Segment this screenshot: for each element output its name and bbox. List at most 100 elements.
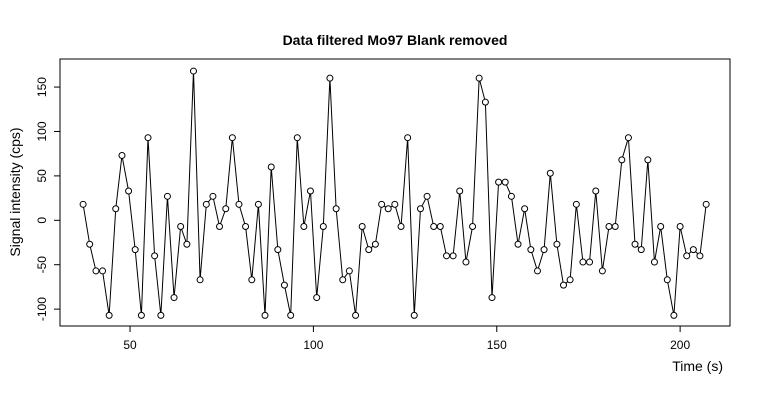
data-point — [280, 281, 288, 289]
data-point — [216, 223, 224, 231]
data-point — [397, 223, 405, 231]
data-point — [125, 187, 133, 195]
data-point — [637, 246, 645, 254]
data-point — [118, 151, 126, 159]
data-point — [644, 156, 652, 164]
data-point — [586, 258, 594, 266]
data-point — [79, 200, 87, 208]
data-point — [618, 156, 626, 164]
data-point — [157, 311, 165, 319]
data-point — [540, 246, 548, 254]
data-point — [151, 252, 159, 260]
data-point — [86, 240, 94, 248]
data-point — [112, 205, 120, 213]
data-point — [326, 74, 334, 82]
data-point — [430, 223, 438, 231]
data-point — [592, 187, 600, 195]
data-point — [358, 223, 366, 231]
data-point — [560, 281, 568, 289]
data-point — [242, 223, 250, 231]
x-tick-label: 150 — [487, 338, 507, 352]
data-point — [579, 258, 587, 266]
data-point — [228, 134, 236, 142]
data-point — [410, 311, 418, 319]
data-point — [683, 252, 691, 260]
y-tick-label: 0 — [35, 217, 49, 224]
data-point — [631, 240, 639, 248]
data-point — [371, 240, 379, 248]
data-point — [436, 223, 444, 231]
data-point — [319, 223, 327, 231]
chart-title: Data filtered Mo97 Blank removed — [283, 32, 508, 48]
data-point — [274, 246, 282, 254]
data-point — [248, 276, 256, 284]
data-point — [533, 267, 541, 275]
data-point — [105, 311, 113, 319]
data-point — [423, 192, 431, 200]
data-point — [670, 311, 678, 319]
data-point — [462, 258, 470, 266]
x-axis-label: Time (s) — [672, 358, 723, 374]
data-point — [293, 134, 301, 142]
y-tick-label: 50 — [35, 169, 49, 183]
data-point — [183, 240, 191, 248]
data-point — [572, 200, 580, 208]
data-point — [475, 74, 483, 82]
data-point — [469, 223, 477, 231]
y-axis-label: Signal intensity (cps) — [7, 127, 23, 256]
data-point — [514, 240, 522, 248]
x-tick-label: 100 — [303, 338, 323, 352]
data-point — [313, 294, 321, 302]
data-point — [624, 134, 632, 142]
data-point — [546, 169, 554, 177]
y-tick-label: -100 — [35, 297, 49, 321]
data-point — [300, 223, 308, 231]
data-point — [202, 200, 210, 208]
data-point — [170, 294, 178, 302]
data-point — [137, 311, 145, 319]
data-point — [306, 187, 314, 195]
data-point — [235, 200, 243, 208]
data-point — [650, 258, 658, 266]
data-point — [267, 163, 275, 171]
data-point — [404, 134, 412, 142]
data-point — [209, 192, 217, 200]
data-point — [488, 294, 496, 302]
data-point — [365, 246, 373, 254]
data-point — [254, 200, 262, 208]
data-point — [702, 200, 710, 208]
data-point — [131, 246, 139, 254]
data-point — [696, 252, 704, 260]
data-point — [553, 240, 561, 248]
data-point — [443, 252, 451, 260]
data-point — [657, 223, 665, 231]
data-point — [222, 205, 230, 213]
y-tick-label: 150 — [35, 77, 49, 97]
y-tick-label: 100 — [35, 121, 49, 141]
data-point — [501, 178, 509, 186]
data-point — [605, 223, 613, 231]
data-point — [189, 67, 197, 75]
data-point — [177, 223, 185, 231]
data-point — [339, 276, 347, 284]
data-point — [611, 223, 619, 231]
data-point — [416, 205, 424, 213]
data-point — [163, 192, 171, 200]
data-point — [566, 276, 574, 284]
data-point — [196, 276, 204, 284]
data-point — [352, 311, 360, 319]
data-point — [144, 134, 152, 142]
plot-frame — [59, 58, 731, 327]
data-point — [676, 223, 684, 231]
data-point — [495, 178, 503, 186]
data-point — [261, 311, 269, 319]
data-point — [527, 246, 535, 254]
data-point — [521, 205, 529, 213]
x-tick-label: 200 — [670, 338, 690, 352]
data-point — [332, 205, 340, 213]
data-point — [481, 98, 489, 106]
data-point — [663, 276, 671, 284]
data-point — [92, 267, 100, 275]
